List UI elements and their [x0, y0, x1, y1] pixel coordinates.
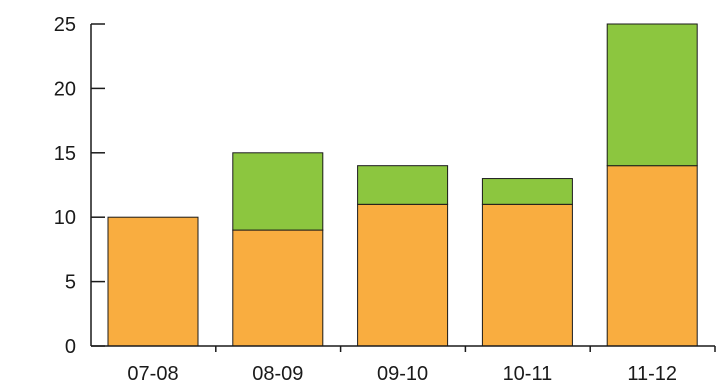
- x-tick-label: 10-11: [503, 363, 553, 385]
- bar-08-09-segment-1: [232, 229, 324, 347]
- bar-09-10-segment-2: [357, 165, 449, 205]
- x-tick-label: 07-08: [127, 363, 178, 385]
- bar-11-12-segment-2: [606, 23, 698, 167]
- y-tick-label: 15: [54, 143, 76, 165]
- y-tick-label: 25: [54, 14, 76, 36]
- bar-09-10-segment-1: [357, 203, 449, 347]
- x-tick-label: 08-09: [252, 363, 303, 385]
- x-tick-label: 09-10: [377, 363, 428, 385]
- bar-10-11-segment-2: [481, 178, 573, 205]
- y-tick-label: 5: [65, 272, 76, 294]
- y-axis-ticks: 0 5 10 15 20 25: [54, 14, 105, 358]
- x-tick-label: 11-12: [627, 363, 677, 385]
- y-tick-label: 20: [54, 78, 76, 100]
- x-axis-ticks: 07-08 08-09 09-10 10-11 11-12: [127, 346, 716, 385]
- bar-10-11-segment-1: [481, 203, 573, 347]
- y-tick-label: 0: [65, 336, 76, 358]
- y-tick-label: 10: [54, 207, 76, 229]
- bar-11-12-segment-1: [606, 165, 698, 347]
- bar-08-09-segment-2: [232, 152, 324, 231]
- bar-07-08-segment-1: [107, 216, 199, 347]
- bars: [107, 23, 698, 347]
